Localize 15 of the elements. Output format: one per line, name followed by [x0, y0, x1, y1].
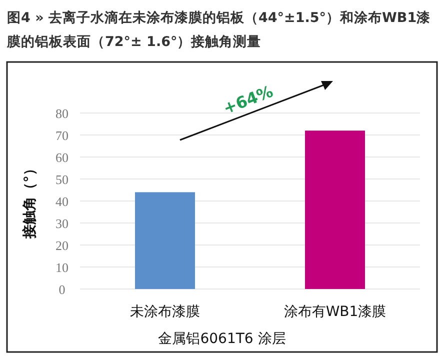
annotation: +64% — [220, 82, 276, 118]
y-tick-label: 50 — [56, 172, 68, 187]
y-tick-label: 80 — [56, 106, 68, 121]
y-tick-label: 60 — [56, 150, 68, 165]
x-tick-label: 涂布有WB1漆膜 — [284, 304, 386, 320]
y-tick-label: 40 — [56, 194, 68, 209]
y-tick-label: 30 — [56, 216, 68, 231]
y-tick-label: 70 — [56, 128, 68, 143]
y-tick-label: 0 — [58, 282, 66, 297]
y-tick-label: 10 — [56, 260, 68, 275]
y-axis-title: 接触角（°） — [21, 162, 38, 240]
y-tick-label: 20 — [56, 238, 68, 253]
chart-title: 图4 » 去离子水滴在未涂布漆膜的铝板（44°±1.5°）和涂布WB1漆膜的铝板表面（72°± 1.6°）接触角测量 — [6, 9, 431, 50]
x-tick-label: 未涂布漆膜 — [130, 304, 200, 320]
x-axis-title: 金属铝6061T6 涂层 — [158, 331, 286, 347]
